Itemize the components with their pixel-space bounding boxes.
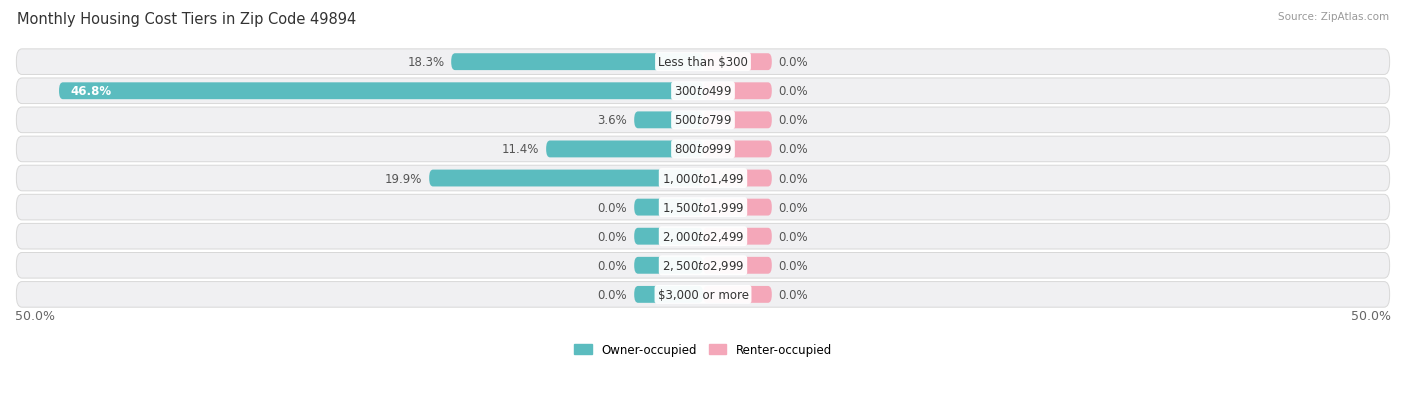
FancyBboxPatch shape (17, 108, 1389, 133)
FancyBboxPatch shape (634, 286, 703, 303)
FancyBboxPatch shape (703, 228, 772, 245)
FancyBboxPatch shape (703, 257, 772, 274)
FancyBboxPatch shape (17, 195, 1389, 221)
Text: 0.0%: 0.0% (598, 230, 627, 243)
Text: 0.0%: 0.0% (779, 114, 808, 127)
Text: 0.0%: 0.0% (779, 230, 808, 243)
FancyBboxPatch shape (703, 199, 772, 216)
Text: 0.0%: 0.0% (779, 85, 808, 98)
Text: 0.0%: 0.0% (779, 259, 808, 272)
FancyBboxPatch shape (634, 112, 703, 129)
Text: 0.0%: 0.0% (779, 288, 808, 301)
FancyBboxPatch shape (703, 112, 772, 129)
FancyBboxPatch shape (451, 54, 703, 71)
Text: 0.0%: 0.0% (779, 201, 808, 214)
Text: 50.0%: 50.0% (1351, 309, 1391, 322)
FancyBboxPatch shape (17, 50, 1389, 75)
Text: 0.0%: 0.0% (598, 259, 627, 272)
FancyBboxPatch shape (546, 141, 703, 158)
Text: 0.0%: 0.0% (779, 172, 808, 185)
Text: $2,500 to $2,999: $2,500 to $2,999 (662, 259, 744, 273)
Text: $3,000 or more: $3,000 or more (658, 288, 748, 301)
Text: 11.4%: 11.4% (502, 143, 540, 156)
FancyBboxPatch shape (634, 199, 703, 216)
Text: 50.0%: 50.0% (15, 309, 55, 322)
FancyBboxPatch shape (703, 141, 772, 158)
FancyBboxPatch shape (59, 83, 703, 100)
FancyBboxPatch shape (17, 253, 1389, 278)
Text: $1,000 to $1,499: $1,000 to $1,499 (662, 172, 744, 185)
FancyBboxPatch shape (17, 79, 1389, 104)
FancyBboxPatch shape (17, 224, 1389, 249)
Text: 0.0%: 0.0% (779, 143, 808, 156)
Text: 46.8%: 46.8% (70, 85, 111, 98)
Text: Less than $300: Less than $300 (658, 56, 748, 69)
Text: 18.3%: 18.3% (408, 56, 444, 69)
FancyBboxPatch shape (17, 166, 1389, 191)
FancyBboxPatch shape (703, 170, 772, 187)
Text: $500 to $799: $500 to $799 (673, 114, 733, 127)
FancyBboxPatch shape (17, 282, 1389, 307)
FancyBboxPatch shape (703, 286, 772, 303)
FancyBboxPatch shape (634, 257, 703, 274)
Text: Monthly Housing Cost Tiers in Zip Code 49894: Monthly Housing Cost Tiers in Zip Code 4… (17, 12, 356, 27)
Text: $300 to $499: $300 to $499 (673, 85, 733, 98)
Text: 0.0%: 0.0% (598, 201, 627, 214)
Legend: Owner-occupied, Renter-occupied: Owner-occupied, Renter-occupied (569, 338, 837, 361)
Text: $1,500 to $1,999: $1,500 to $1,999 (662, 201, 744, 215)
FancyBboxPatch shape (429, 170, 703, 187)
Text: 0.0%: 0.0% (779, 56, 808, 69)
FancyBboxPatch shape (703, 83, 772, 100)
FancyBboxPatch shape (17, 137, 1389, 162)
Text: $2,000 to $2,499: $2,000 to $2,499 (662, 230, 744, 244)
FancyBboxPatch shape (703, 54, 772, 71)
Text: Source: ZipAtlas.com: Source: ZipAtlas.com (1278, 12, 1389, 22)
Text: 19.9%: 19.9% (385, 172, 422, 185)
Text: 3.6%: 3.6% (598, 114, 627, 127)
Text: 0.0%: 0.0% (598, 288, 627, 301)
Text: $800 to $999: $800 to $999 (673, 143, 733, 156)
FancyBboxPatch shape (634, 228, 703, 245)
